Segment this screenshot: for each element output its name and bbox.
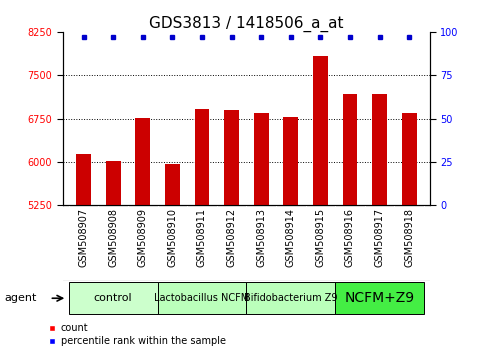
Bar bbox=[135, 118, 150, 205]
Text: NCFM+Z9: NCFM+Z9 bbox=[344, 291, 414, 305]
Bar bbox=[246, 282, 335, 314]
Text: GSM508910: GSM508910 bbox=[167, 207, 177, 267]
Text: GSM508911: GSM508911 bbox=[197, 207, 207, 267]
Bar bbox=[106, 161, 121, 205]
Bar bbox=[284, 117, 298, 205]
Text: GSM508908: GSM508908 bbox=[108, 207, 118, 267]
Text: GSM508914: GSM508914 bbox=[286, 207, 296, 267]
Text: GSM508913: GSM508913 bbox=[256, 207, 266, 267]
Bar bbox=[335, 282, 424, 314]
Text: GSM508915: GSM508915 bbox=[315, 207, 326, 267]
Bar bbox=[224, 110, 239, 205]
Bar bbox=[157, 282, 246, 314]
Bar bbox=[372, 94, 387, 205]
Bar bbox=[69, 282, 157, 314]
Bar bbox=[165, 164, 180, 205]
Legend: count, percentile rank within the sample: count, percentile rank within the sample bbox=[48, 324, 226, 346]
Text: Bifidobacterium Z9: Bifidobacterium Z9 bbox=[244, 293, 338, 303]
Text: GSM508918: GSM508918 bbox=[404, 207, 414, 267]
Text: agent: agent bbox=[5, 293, 37, 303]
Bar bbox=[342, 94, 357, 205]
Text: GSM508909: GSM508909 bbox=[138, 207, 148, 267]
Bar bbox=[254, 113, 269, 205]
Text: GSM508912: GSM508912 bbox=[227, 207, 237, 267]
Text: Lactobacillus NCFM: Lactobacillus NCFM bbox=[154, 293, 250, 303]
Text: GSM508907: GSM508907 bbox=[79, 207, 88, 267]
Title: GDS3813 / 1418506_a_at: GDS3813 / 1418506_a_at bbox=[149, 16, 343, 32]
Bar bbox=[76, 154, 91, 205]
Bar bbox=[402, 113, 416, 205]
Bar bbox=[313, 56, 328, 205]
Text: GSM508916: GSM508916 bbox=[345, 207, 355, 267]
Text: control: control bbox=[94, 293, 132, 303]
Bar bbox=[195, 109, 209, 205]
Text: GSM508917: GSM508917 bbox=[374, 207, 384, 267]
